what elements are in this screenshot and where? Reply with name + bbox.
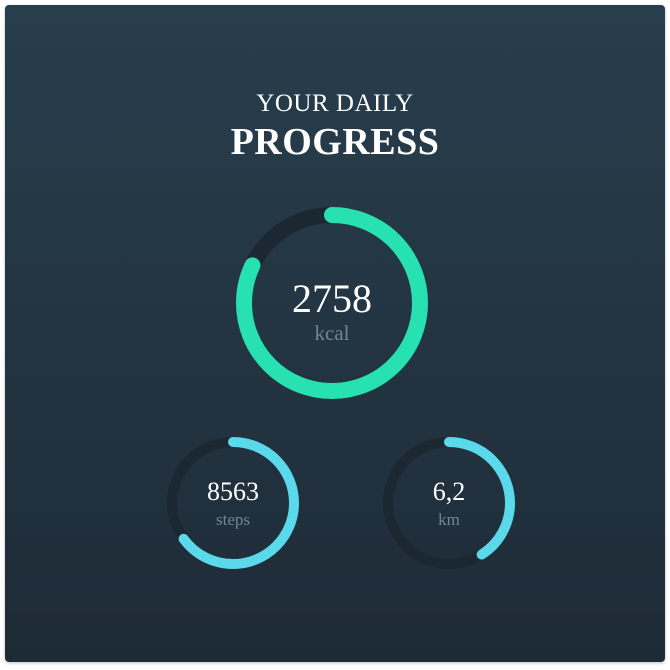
title-your-daily: YOUR DAILY (256, 90, 414, 117)
title-progress: PROGRESS (230, 121, 440, 163)
calories-unit: kcal (314, 321, 350, 345)
distance-unit: km (438, 510, 460, 529)
steps-ring-graphic (167, 437, 299, 569)
distance-value: 6,2 (432, 477, 466, 506)
steps-ring-arc (167, 437, 299, 569)
calories-value: 2758 (292, 276, 372, 321)
daily-progress-card: YOUR DAILY PROGRESS 2758 kcal 8563 steps… (5, 5, 665, 662)
distance-ring-arc (383, 437, 515, 569)
distance-ring: 6,2 km (382, 436, 516, 570)
calories-ring-graphic (236, 207, 428, 399)
steps-unit: steps (216, 510, 250, 529)
distance-ring-graphic (383, 437, 515, 569)
calories-ring: 2758 kcal (235, 206, 429, 400)
steps-value: 8563 (207, 477, 259, 506)
calories-ring-arc (236, 207, 428, 399)
steps-ring: 8563 steps (166, 436, 300, 570)
